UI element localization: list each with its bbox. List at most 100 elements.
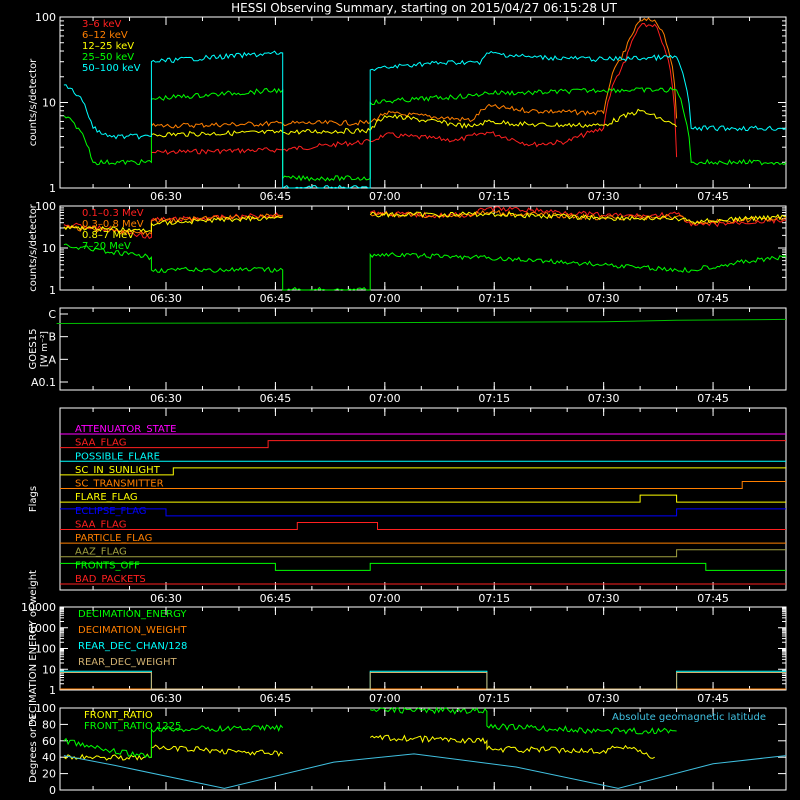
x-tick-label: 07:00: [369, 592, 401, 605]
panel-front_rates: 06:30 06:45 07:00 07:15 07:30 07:45 counts/s/d…: [28, 11, 787, 203]
x-tick-label: 07:45: [697, 392, 729, 405]
y-tick-label: 60: [42, 735, 56, 748]
y-tick-label: 80: [42, 718, 56, 731]
y-tick-label: 1: [49, 284, 56, 297]
panels: 06:30 06:45 07:00 07:15 07:30 07:45 counts/s/d…: [21, 11, 787, 797]
flag-label: FLARE_FLAG: [75, 492, 138, 503]
flag-label: SC_TRANSMITTER: [75, 479, 164, 490]
flag-trace: [60, 562, 786, 571]
y-axis-label: Degrees or %: [28, 715, 39, 783]
flag-trace: [60, 508, 786, 517]
legend-entry: 6–12 keV: [82, 30, 128, 41]
y-tick-label: 1: [49, 182, 56, 195]
panel-frame: [59, 707, 787, 791]
chart-annotation: Absolute geomagnetic latitude: [612, 712, 766, 723]
x-tick-label: 07:15: [478, 292, 510, 305]
x-tick-label: 07:30: [588, 692, 620, 705]
x-tick-label: 06:30: [150, 592, 182, 605]
panel-frame: [59, 307, 787, 391]
legend-entry: 7–20 MeV: [82, 241, 131, 252]
legend-entry: REAR_DEC_WEIGHT: [78, 657, 177, 668]
flag-trace: [60, 521, 786, 530]
flag-label: SAA_FLAG: [75, 438, 126, 449]
x-tick-label: 07:00: [369, 190, 401, 203]
x-tick-label: 07:00: [369, 392, 401, 405]
y-tick-label: A: [48, 353, 56, 366]
y-tick-label: 10: [42, 242, 56, 255]
series-line: [63, 753, 787, 789]
x-tick-label: 07:00: [369, 292, 401, 305]
panel-frame: [59, 407, 787, 591]
series-line: [63, 706, 677, 759]
panel-decimation: 06:30 06:45 07:00 07:15 07:30 07:45 DECIMATION…: [21, 570, 787, 727]
y-tick-label: 100: [35, 200, 56, 213]
x-tick-label: 07:15: [478, 592, 510, 605]
series-line: [63, 734, 655, 761]
panel-flags: 06:30 06:45 07:00 07:15 07:30 07:45 Flags ATTEN…: [28, 407, 787, 605]
x-tick-label: 06:30: [150, 190, 182, 203]
y-axis-label: counts/s/detector: [28, 58, 39, 146]
x-tick-label: 07:30: [588, 392, 620, 405]
panel-ratios: Degrees or % 0 20 40 60 80 100 FRONT_RATIOFRONT…: [28, 702, 787, 797]
legend-entry: 0.8–7 MeV: [82, 230, 134, 241]
y-tick-label: 1000: [28, 622, 56, 635]
x-tick-label: 07:45: [697, 190, 729, 203]
y-tick-label: A0.1: [31, 376, 56, 389]
x-tick-label: 06:30: [150, 392, 182, 405]
series-line: [63, 50, 787, 189]
y-tick-label: 1: [49, 684, 56, 697]
series-line: [63, 206, 787, 239]
y-tick-label: B: [48, 331, 56, 344]
flag-label: SC_IN_SUNLIGHT: [75, 465, 161, 476]
y-axis-label: counts/s/detector: [28, 203, 39, 291]
x-tick-label: 06:45: [260, 292, 292, 305]
x-tick-label: 06:45: [260, 692, 292, 705]
panel-goes: 06:30 06:45 07:00 07:15 07:30 07:45 GOES15 [W m…: [28, 307, 787, 405]
panel-frame: [59, 16, 787, 189]
flag-label: SAA_FLAG: [75, 519, 126, 530]
flag-label: POSSIBLE_FLARE: [75, 451, 160, 462]
x-tick-label: 07:45: [697, 592, 729, 605]
flag-label: ECLIPSE_FLAG: [75, 506, 146, 517]
legend-entry: REAR_DEC_CHAN/128: [78, 641, 187, 652]
legend-entry: DECIMATION_WEIGHT: [78, 625, 187, 636]
y-tick-label: 10: [42, 97, 56, 110]
y-tick-label: 10: [42, 663, 56, 676]
series-line: [63, 211, 787, 233]
legend-entry: FRONT_RATIO: [84, 710, 153, 721]
x-tick-label: 07:15: [478, 190, 510, 203]
x-tick-label: 07:45: [697, 692, 729, 705]
x-tick-label: 06:30: [150, 292, 182, 305]
legend-entry: FRONT_RATIO 1225: [84, 721, 181, 732]
y-tick-label: C: [48, 308, 56, 321]
series-line: [60, 672, 786, 690]
x-tick-label: 07:15: [478, 692, 510, 705]
legend-entry: 25–50 keV: [82, 52, 134, 63]
y-tick-label: 0: [49, 784, 56, 797]
flag-label: AAZ_FLAG: [75, 547, 127, 558]
flag-trace: [60, 440, 786, 449]
y-tick-label: 100: [35, 702, 56, 715]
flag-label: FRONTS_OFF: [75, 560, 140, 571]
x-tick-label: 07:45: [697, 292, 729, 305]
legend-entry: 0.1–0.3 MeV: [82, 208, 144, 219]
flag-label: ATTENUATOR_STATE: [75, 424, 176, 435]
legend-entry: 0.3–0.8 MeV: [82, 219, 144, 230]
panel-rear_rates: 06:30 06:45 07:00 07:15 07:30 07:45 counts/s/d…: [28, 200, 787, 305]
x-tick-label: 06:45: [260, 592, 292, 605]
x-tick-label: 07:30: [588, 190, 620, 203]
y-axis-label: DECIMATION ENERGY or weight: [28, 570, 39, 727]
series-line: [63, 86, 787, 182]
x-tick-label: 06:45: [260, 190, 292, 203]
flag-trace: [60, 549, 786, 558]
x-tick-label: 06:45: [260, 392, 292, 405]
x-tick-label: 07:30: [588, 592, 620, 605]
flag-trace: [60, 467, 786, 476]
y-axis-unit: [W m⁻²]: [40, 331, 50, 367]
flag-label: PARTICLE_FLAG: [75, 533, 152, 544]
flag-trace: [60, 481, 786, 490]
chart-title: HESSI Observing Summary, starting on 201…: [231, 1, 617, 15]
y-axis-label: GOES15: [28, 328, 39, 369]
legend-entry: 3–6 keV: [82, 19, 121, 30]
